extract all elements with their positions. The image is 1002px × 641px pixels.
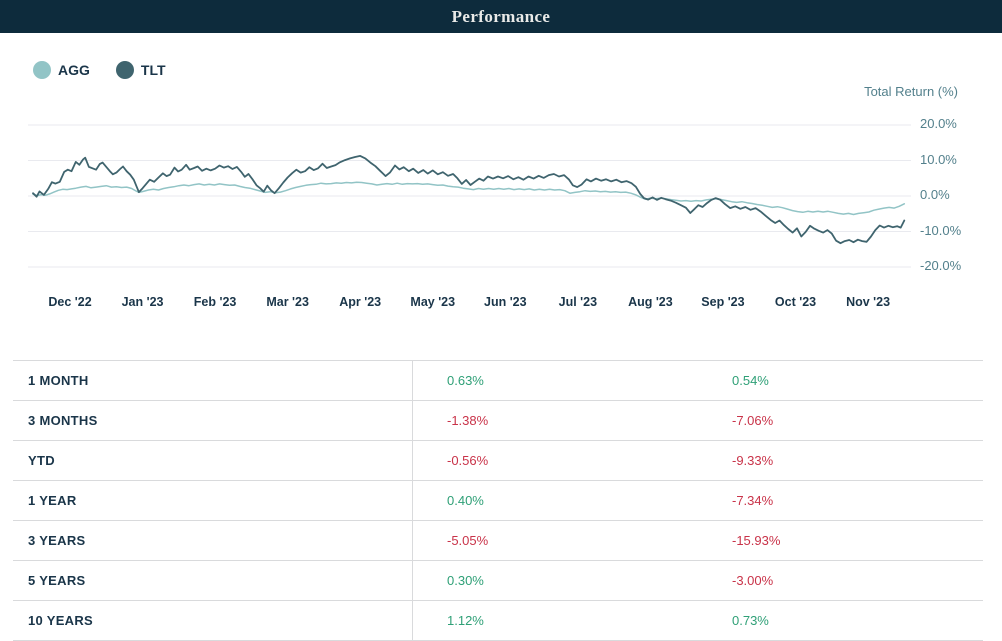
table-row: 10 YEARS 1.12% 0.73% [13, 601, 983, 641]
row-values: -0.56% -9.33% [412, 441, 983, 480]
row-values: 0.30% -3.00% [412, 561, 983, 600]
table-rows: 1 MONTH 0.63% 0.54% 3 MONTHS -1.38% -7.06% YTD… [13, 361, 983, 641]
y-axis-tick-label: 0.0% [920, 187, 950, 202]
agg-value: 0.30% [447, 573, 484, 588]
table-row: 1 MONTH 0.63% 0.54% [13, 361, 983, 401]
table-row: YTD -0.56% -9.33% [13, 441, 983, 481]
x-axis-tick-label: Nov '23 [846, 295, 891, 309]
series-line-tlt [32, 155, 906, 245]
row-values: -5.05% -15.93% [412, 521, 983, 560]
period-label: 3 YEARS [28, 533, 86, 548]
legend-label-agg: AGG [58, 62, 90, 78]
tlt-value: -7.06% [732, 413, 774, 428]
row-values: -1.38% -7.06% [412, 401, 983, 440]
tlt-value: -3.00% [732, 573, 774, 588]
y-axis-tick-label: 10.0% [920, 151, 957, 167]
performance-table: 1 MONTH 0.63% 0.54% 3 MONTHS -1.38% -7.06% YTD… [13, 360, 983, 641]
x-axis-tick-label: Mar '23 [266, 295, 309, 309]
tlt-value: 0.73% [732, 613, 769, 628]
table-row: 1 YEAR 0.40% -7.34% [13, 481, 983, 521]
table-row: 5 YEARS 0.30% -3.00% [13, 561, 983, 601]
x-axis-tick-label: Jul '23 [558, 295, 598, 309]
series-line-agg [32, 181, 906, 216]
y-axis-title: Total Return (%) [864, 84, 958, 99]
legend-label-tlt: TLT [140, 62, 166, 78]
legend-item-agg[interactable]: AGG [33, 61, 90, 79]
y-axis-tick-label: -20.0% [920, 258, 962, 273]
agg-value: -5.05% [447, 533, 489, 548]
performance-chart: AGG TLT Total Return (%) 20.0% 10.0% 0.0% -… [0, 33, 1002, 360]
tlt-series-swatch-icon [115, 61, 134, 79]
agg-series-swatch-icon [33, 61, 51, 79]
agg-value: 1.12% [447, 613, 484, 628]
table-row: 3 YEARS -5.05% -15.93% [13, 521, 983, 561]
table-row: 3 MONTHS -1.38% -7.06% [13, 401, 983, 441]
row-values: 1.12% 0.73% [412, 601, 983, 640]
agg-value: 0.63% [447, 373, 484, 388]
agg-value: 0.40% [447, 493, 484, 508]
agg-value: -1.38% [447, 413, 489, 428]
chart-plot-area[interactable] [0, 33, 1002, 360]
x-axis-tick-label: Oct '23 [774, 295, 817, 309]
tlt-value: -15.93% [732, 533, 781, 548]
row-values: 0.63% 0.54% [412, 361, 983, 400]
tlt-value: 0.54% [732, 373, 769, 388]
x-axis-tick-label: Sep '23 [701, 295, 745, 309]
tlt-value: -7.34% [732, 493, 774, 508]
tlt-value: -9.33% [732, 453, 774, 468]
period-label: YTD [28, 453, 55, 468]
y-axis-tick-label: -10.0% [920, 222, 962, 238]
x-axis-tick-label: Aug '23 [628, 295, 673, 309]
x-axis-tick-label: Dec '22 [48, 295, 92, 309]
page-title: Performance [451, 6, 551, 26]
period-label: 1 MONTH [28, 373, 89, 388]
x-axis-tick-label: Jun '23 [484, 295, 527, 309]
y-axis-tick-label: 20.0% [920, 116, 957, 131]
chart-legend: AGG TLT [33, 61, 166, 79]
performance-header: Performance [0, 0, 1002, 33]
agg-value: -0.56% [447, 453, 489, 468]
period-label: 3 MONTHS [28, 413, 98, 428]
period-label: 10 YEARS [28, 613, 94, 628]
legend-item-tlt[interactable]: TLT [115, 61, 166, 79]
x-axis-tick-label: May '23 [410, 295, 456, 309]
period-label: 5 YEARS [28, 573, 86, 588]
period-label: 1 YEAR [28, 493, 77, 508]
x-axis-tick-label: Feb '23 [193, 295, 237, 309]
x-axis-tick-label: Jan '23 [121, 295, 164, 309]
row-values: 0.40% -7.34% [412, 481, 983, 520]
x-axis-tick-label: Apr '23 [339, 295, 382, 309]
